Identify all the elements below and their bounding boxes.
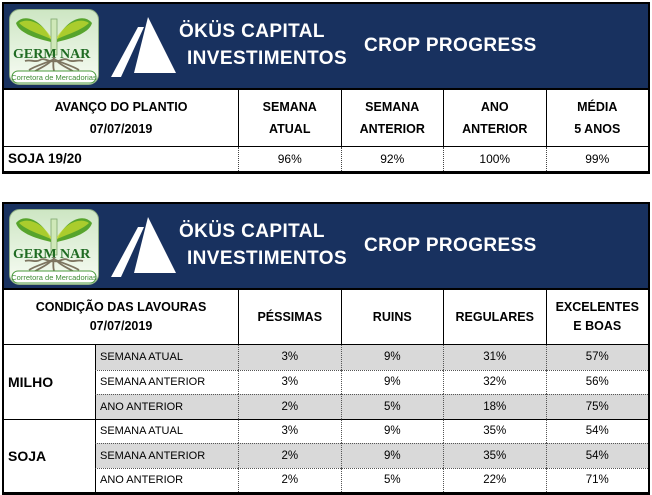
- brand-band: GERM NAR Corretora de Mercadorias: [4, 4, 648, 90]
- column-header-pessimas: PÉSSIMAS: [238, 290, 341, 344]
- planting-title-date: 07/07/2019: [89, 122, 153, 136]
- cell-value: 100%: [443, 147, 546, 171]
- cell-value: 32%: [443, 369, 546, 394]
- logo-germ-text: GERM: [13, 47, 57, 62]
- cell-value: 9%: [340, 443, 443, 468]
- okus-triangle-icon: [111, 17, 176, 77]
- cell-value: 54%: [545, 443, 648, 468]
- col-line2: ANTERIOR: [462, 122, 528, 136]
- planting-report: GERM NAR Corretora de Mercadorias: [2, 2, 650, 174]
- row-label: SEMANA ATUAL: [95, 418, 238, 443]
- germinar-logo-icon: GERM NAR Corretora de Mercadorias: [9, 209, 99, 285]
- cell-value: 31%: [443, 345, 546, 370]
- cell-value: 2%: [238, 443, 341, 468]
- col-line1: SEMANA: [365, 99, 420, 114]
- planting-table-header: AVANÇO DO PLANTIO 07/07/2019 SEMANA ATUA…: [4, 90, 648, 146]
- company-name: ÖKÜS CAPITAL INVESTIMENTOS: [179, 219, 347, 272]
- cell-value: 18%: [443, 394, 546, 419]
- condition-table-body: MILHO SEMANA ATUAL 3% 9% 31% 57% SEMANA …: [4, 344, 648, 492]
- okus-triangle-icon: [111, 217, 176, 277]
- table-row: SOJA 19/20 96% 92% 100% 99%: [4, 146, 648, 171]
- cell-value: 57%: [545, 345, 648, 370]
- row-label: SEMANA ATUAL: [95, 345, 238, 370]
- cell-value: 3%: [238, 369, 341, 394]
- logo-nar-text: NAR: [60, 47, 91, 62]
- logo-germ-text: GERM: [13, 247, 57, 262]
- condition-title-date: 07/07/2019: [89, 319, 153, 333]
- condition-title-line1: CONDIÇÃO DAS LAVOURAS: [35, 300, 207, 315]
- germinar-logo: GERM NAR Corretora de Mercadorias: [9, 9, 99, 85]
- planting-title-line1: AVANÇO DO PLANTIO: [54, 99, 188, 114]
- cell-value: 3%: [238, 418, 341, 443]
- company-logo: ÖKÜS CAPITAL INVESTIMENTOS: [108, 215, 347, 277]
- company-logo: ÖKÜS CAPITAL INVESTIMENTOS: [108, 15, 347, 77]
- cell-value: 2%: [238, 467, 341, 492]
- col-line1: MÉDIA: [577, 99, 618, 114]
- cell-value: 96%: [238, 147, 341, 171]
- cell-value: 3%: [238, 345, 341, 370]
- column-header-semana-anterior: SEMANA ANTERIOR: [340, 90, 444, 146]
- cell-value: 56%: [545, 369, 648, 394]
- cell-value: 9%: [340, 345, 443, 370]
- cell-value: 75%: [545, 394, 648, 419]
- condition-report: GERM NAR Corretora de Mercadorias: [2, 202, 650, 495]
- column-header-media-5-anos: MÉDIA 5 ANOS: [545, 90, 649, 146]
- report-title: CROP PROGRESS: [364, 35, 537, 56]
- column-header-excelentes-boas: EXCELENTES E BOAS: [545, 290, 649, 344]
- company-name: ÖKÜS CAPITAL INVESTIMENTOS: [179, 19, 347, 72]
- brand-band: GERM NAR Corretora de Mercadorias: [4, 204, 648, 290]
- logo-roots: [24, 256, 84, 273]
- column-header-semana-atual: SEMANA ATUAL: [238, 90, 341, 146]
- logo-tagline: Corretora de Mercadorias: [11, 73, 97, 82]
- row-label: SEMANA ANTERIOR: [95, 369, 238, 394]
- germinar-logo: GERM NAR Corretora de Mercadorias: [9, 209, 99, 285]
- group-label-soja: SOJA: [4, 418, 95, 492]
- col-line2: ATUAL: [269, 122, 311, 136]
- cell-value: 9%: [340, 369, 443, 394]
- cell-value: 71%: [545, 467, 648, 492]
- cell-value: 35%: [443, 443, 546, 468]
- col-line1: SEMANA: [262, 99, 317, 114]
- cell-value: 92%: [340, 147, 444, 171]
- cell-value: 54%: [545, 418, 648, 443]
- row-label: SEMANA ANTERIOR: [95, 443, 238, 468]
- company-name-line2: INVESTIMENTOS: [187, 48, 348, 69]
- company-name-line1: ÖKÜS CAPITAL: [179, 221, 325, 243]
- logo-tagline: Corretora de Mercadorias: [11, 273, 97, 282]
- column-header-ano-anterior: ANO ANTERIOR: [443, 90, 546, 146]
- col-line1: ANO: [480, 99, 509, 114]
- cell-value: 22%: [443, 467, 546, 492]
- row-label-soja-1920: SOJA 19/20: [8, 151, 82, 166]
- column-header-ruins: RUINS: [340, 290, 444, 344]
- row-label: ANO ANTERIOR: [95, 394, 238, 419]
- group-label-milho: MILHO: [4, 345, 95, 419]
- condition-table-title: CONDIÇÃO DAS LAVOURAS 07/07/2019: [4, 290, 238, 344]
- col-line2: ANTERIOR: [359, 122, 425, 136]
- company-name-line2: INVESTIMENTOS: [187, 248, 348, 269]
- company-name-line1: ÖKÜS CAPITAL: [179, 21, 325, 43]
- cell-value: 9%: [340, 418, 443, 443]
- row-label: ANO ANTERIOR: [95, 467, 238, 492]
- column-header-regulares: REGULARES: [443, 290, 546, 344]
- cell-value: 99%: [545, 147, 649, 171]
- report-title: CROP PROGRESS: [364, 235, 537, 256]
- cell-value: 35%: [443, 418, 546, 443]
- cell-value: 5%: [340, 467, 443, 492]
- germinar-logo-icon: GERM NAR Corretora de Mercadorias: [9, 9, 99, 85]
- condition-table-header: CONDIÇÃO DAS LAVOURAS 07/07/2019 PÉSSIMA…: [4, 290, 648, 344]
- logo-nar-text: NAR: [60, 247, 91, 262]
- planting-table-title: AVANÇO DO PLANTIO 07/07/2019: [4, 90, 238, 146]
- col-line2: 5 ANOS: [574, 122, 621, 136]
- cell-value: 2%: [238, 394, 341, 419]
- cell-value: 5%: [340, 394, 443, 419]
